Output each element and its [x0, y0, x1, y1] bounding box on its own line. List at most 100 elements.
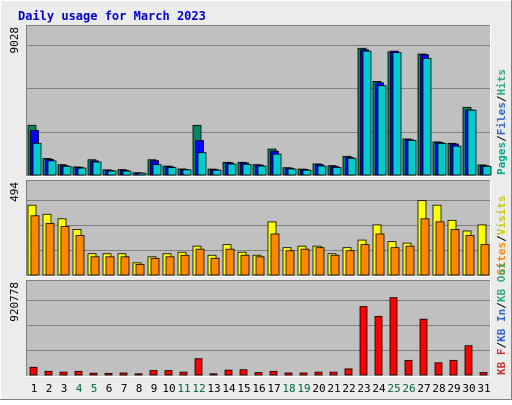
bar-kb-f-day-14 — [224, 369, 233, 376]
bar-pages-day-15 — [242, 163, 252, 176]
bar-pages-day-7 — [122, 170, 132, 176]
bar-sites-day-7-body — [120, 256, 130, 276]
bar-sites-day-20-body — [315, 247, 325, 276]
legend-text: KB F/KB In/KB Out — [495, 262, 508, 375]
x-tick-label-13: 13 — [207, 382, 220, 395]
bar-pages-day-1-body — [32, 142, 42, 176]
x-tick-label-26: 26 — [402, 382, 415, 395]
bar-sites-day-3 — [60, 226, 70, 276]
bar-pages-day-8 — [137, 172, 147, 176]
bar-kb-f-day-13-body — [209, 373, 218, 376]
bar-kb-f-day-2-body — [44, 370, 53, 376]
bar-pages-day-6 — [107, 170, 117, 176]
x-tick-label-11: 11 — [177, 382, 190, 395]
bar-sites-day-14 — [225, 248, 235, 276]
x-tick-label-9: 9 — [151, 382, 158, 395]
bar-pages-day-3 — [62, 165, 72, 176]
bar-kb-f-day-21 — [329, 371, 338, 376]
bar-pages-day-25 — [392, 52, 402, 176]
x-tick-label-20: 20 — [312, 382, 325, 395]
bar-sites-day-21 — [330, 254, 340, 276]
bar-sites-day-18 — [285, 250, 295, 276]
x-tick-label-31: 31 — [477, 382, 490, 395]
bar-pages-day-26-body — [407, 140, 417, 176]
bar-pages-day-11-body — [182, 169, 192, 176]
y-max-label-kbytes: 920778 — [8, 282, 21, 322]
bar-sites-day-2-body — [45, 222, 55, 276]
bar-kb-f-day-22 — [344, 368, 353, 376]
bar-kb-f-day-10-body — [164, 370, 173, 376]
bar-pages-day-17-body — [272, 153, 282, 176]
x-tick-label-17: 17 — [267, 382, 280, 395]
bar-kb-f-day-8 — [134, 373, 143, 376]
bar-pages-day-12 — [197, 152, 207, 176]
legend-separator: / — [495, 342, 508, 349]
bar-pages-day-5 — [92, 161, 102, 176]
bar-pages-day-20 — [317, 165, 327, 176]
bar-sites-day-17 — [270, 233, 280, 276]
bar-sites-day-13 — [210, 257, 220, 276]
bar-pages-day-23 — [362, 50, 372, 176]
bar-sites-day-30-body — [465, 235, 475, 276]
x-tick-label-22: 22 — [342, 382, 355, 395]
bar-pages-day-4-body — [77, 167, 87, 176]
bar-pages-day-30 — [467, 109, 477, 176]
bar-sites-day-19 — [300, 248, 310, 276]
x-tick-label-10: 10 — [162, 382, 175, 395]
x-tick-label-28: 28 — [432, 382, 445, 395]
bar-pages-day-14-body — [227, 163, 237, 176]
bar-sites-day-28 — [435, 221, 445, 276]
bar-sites-day-1 — [30, 215, 40, 276]
bar-kb-f-day-24 — [374, 315, 383, 376]
bar-kb-f-day-9 — [149, 370, 158, 376]
bar-sites-day-30 — [465, 235, 475, 276]
bar-pages-day-11 — [182, 169, 192, 176]
bar-pages-day-19-body — [302, 169, 312, 176]
bar-pages-day-3-body — [62, 165, 72, 176]
bar-pages-day-21-body — [332, 166, 342, 176]
bar-kb-f-day-7 — [119, 372, 128, 376]
legend-kb-out: KB Out — [495, 262, 508, 302]
bar-sites-day-18-body — [285, 250, 295, 276]
y-max-label-visits: 494 — [8, 182, 21, 202]
bar-sites-day-31-body — [480, 244, 490, 276]
bar-sites-day-24-body — [375, 233, 385, 276]
bar-sites-day-29 — [450, 229, 460, 276]
bar-sites-day-31 — [480, 244, 490, 276]
legend-sites: Sites — [495, 242, 508, 275]
bar-kb-f-day-26 — [404, 359, 413, 376]
bar-sites-day-5-body — [90, 256, 100, 276]
bar-pages-day-24-body — [377, 85, 387, 176]
bar-kb-f-day-1 — [29, 366, 38, 376]
legend-kb-f: KB F — [495, 349, 508, 376]
x-tick-label-16: 16 — [252, 382, 265, 395]
bar-pages-day-5-body — [92, 161, 102, 176]
bar-pages-day-29 — [452, 145, 462, 176]
bar-sites-day-6 — [105, 256, 115, 276]
bar-sites-day-9-body — [150, 257, 160, 276]
bar-kb-f-day-4-body — [74, 370, 83, 376]
x-tick-label-4: 4 — [76, 382, 83, 395]
bar-pages-day-24 — [377, 85, 387, 176]
bar-sites-day-29-body — [450, 229, 460, 276]
bar-kb-f-day-20 — [314, 371, 323, 376]
x-tick-label-21: 21 — [327, 382, 340, 395]
legend-text: Pages/Files/Hits — [495, 69, 508, 175]
x-tick-label-6: 6 — [106, 382, 113, 395]
bar-kb-f-day-11-body — [179, 371, 188, 376]
bar-kb-f-day-16-body — [254, 372, 263, 376]
bar-kb-f-day-3-body — [59, 371, 68, 376]
bar-sites-day-6-body — [105, 256, 115, 276]
bar-sites-day-28-body — [435, 221, 445, 276]
bar-kb-f-day-19 — [299, 372, 308, 376]
bar-kb-f-day-19-body — [299, 372, 308, 376]
bar-kb-f-day-29 — [449, 359, 458, 376]
bar-sites-day-10 — [165, 256, 175, 276]
bar-pages-day-9 — [152, 164, 162, 176]
legend-kb-in: KB In — [495, 309, 508, 342]
bar-pages-day-14 — [227, 163, 237, 176]
bar-pages-day-16-body — [257, 165, 267, 176]
bar-sites-day-1-body — [30, 215, 40, 276]
